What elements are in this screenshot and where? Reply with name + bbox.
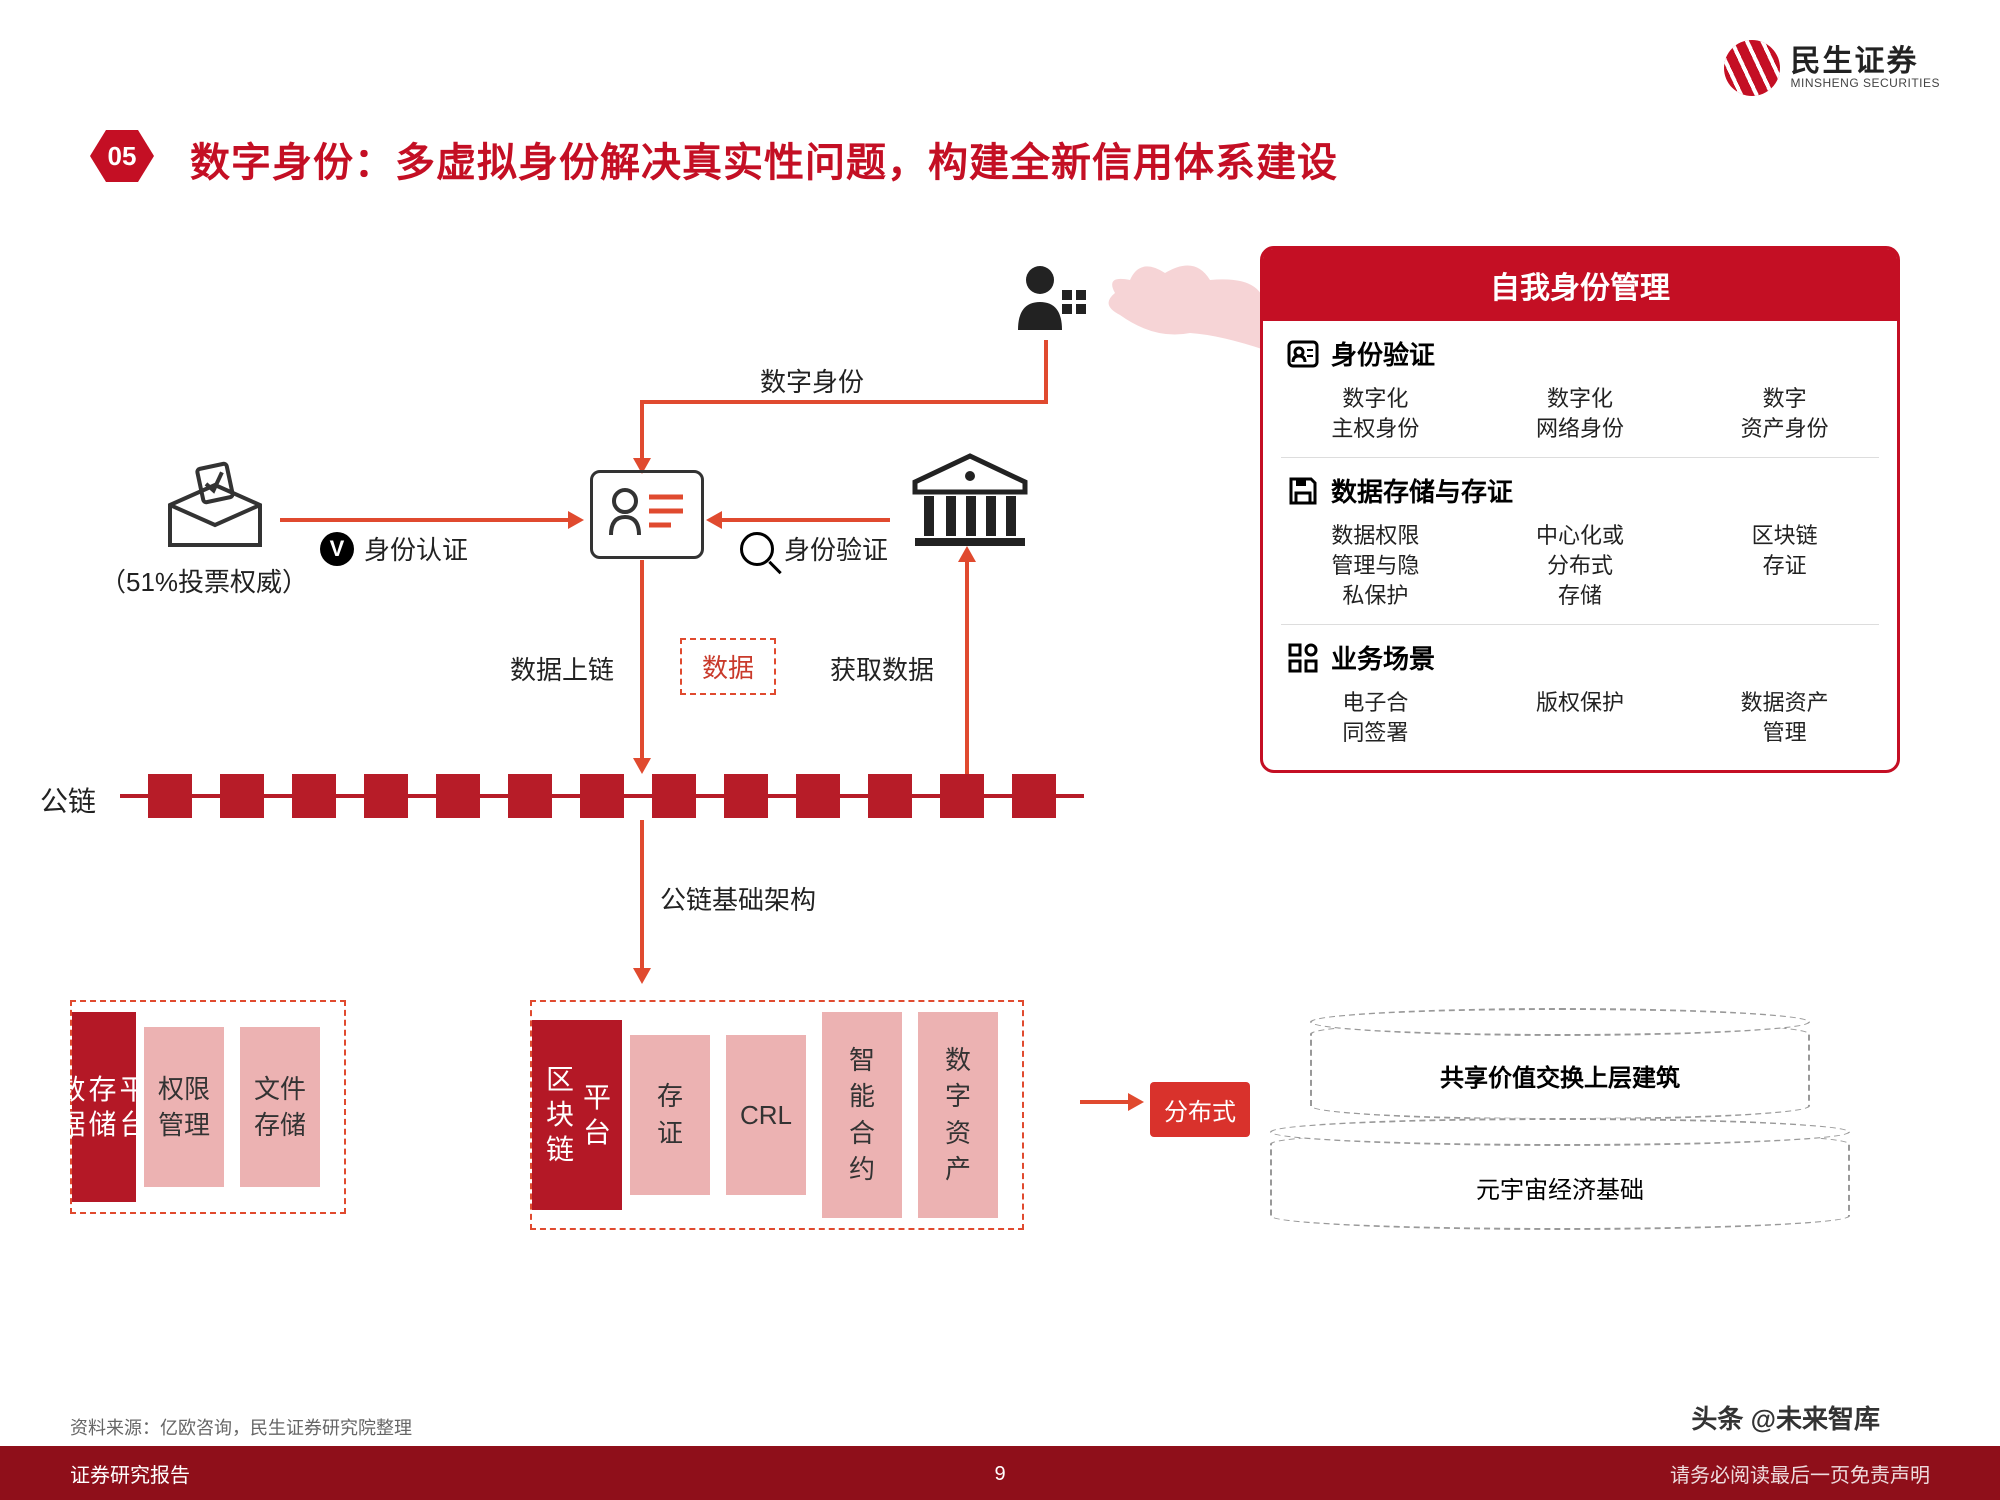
blockchain-platform: 区块链平台 存证 CRL 智能合约 数字资产: [530, 1000, 1024, 1230]
arrow-segment: [720, 518, 890, 522]
source-text: 资料来源：亿欧咨询，民生证券研究院整理: [70, 1414, 412, 1440]
label-id-verify: 身份验证: [784, 530, 888, 567]
section-storage: 数据存储与存证: [1263, 458, 1897, 515]
section-business: 业务场景: [1263, 625, 1897, 682]
cylinder-bottom: 元宇宙经济基础: [1270, 1130, 1850, 1230]
section-id-verify: 身份验证: [1263, 321, 1897, 378]
arrow-head-icon: [706, 511, 722, 529]
page-number: 9: [994, 1463, 1005, 1486]
arrow-head-icon: [633, 968, 651, 984]
page-title: 数字身份：多虚拟身份解决真实性问题，构建全新信用体系建设: [190, 130, 1338, 188]
arrow-segment: [640, 400, 1048, 404]
storage-platform: 数据存储平台 权限管理 文件存储: [70, 1000, 346, 1214]
arrow-segment: [965, 560, 969, 774]
footer-left: 证券研究报告: [70, 1459, 190, 1488]
check-badge-icon: V: [320, 532, 354, 566]
arrow-head-icon: [633, 758, 651, 774]
logo-cn: 民生证券: [1790, 47, 1940, 77]
label-data-fetch: 获取数据: [830, 650, 934, 687]
magnifier-icon: [740, 532, 774, 566]
arrow-segment: [640, 560, 644, 760]
label-vote-authority: （51%投票权威）: [100, 562, 308, 599]
panel-title: 自我身份管理: [1263, 249, 1897, 321]
arrow-head-icon: [958, 546, 976, 562]
cylinder-top: 共享价值交换上层建筑: [1310, 1020, 1810, 1120]
bank-icon: [910, 450, 1030, 555]
ballot-icon: [160, 460, 270, 555]
arrow-segment: [1044, 340, 1048, 400]
arrow-head-icon: [1128, 1093, 1144, 1111]
label-id-auth: 身份认证: [364, 530, 468, 567]
arrow-segment: [640, 400, 644, 460]
footer-right: 请务必阅读最后一页免责声明: [1670, 1459, 1930, 1488]
data-box: 数据: [680, 638, 776, 695]
id-small-icon: [1287, 338, 1319, 370]
section-number-badge: 05: [90, 130, 154, 182]
id-verify-group: 身份验证: [740, 530, 888, 567]
apps-icon: [1287, 642, 1319, 674]
id-auth-group: V 身份认证: [320, 530, 468, 567]
blockchain-chain: [120, 774, 1084, 818]
arrow-segment: [640, 820, 644, 970]
label-data: 数据: [702, 653, 754, 683]
id-card-icon: [590, 470, 704, 559]
label-public-chain: 公链: [40, 780, 96, 820]
brand-logo: 民生证券 MINSHENG SECURITIES: [1724, 40, 1940, 96]
speech-cloud-icon: [1100, 255, 1220, 345]
arrow-segment: [280, 518, 570, 522]
label-chain-arch: 公链基础架构: [660, 880, 816, 917]
self-identity-panel: 自我身份管理 身份验证 数字化主权身份 数字化网络身份 数字资产身份 数据存储与…: [1260, 246, 1900, 773]
distributed-tag: 分布式: [1150, 1082, 1250, 1137]
label-digital-identity: 数字身份: [760, 362, 864, 399]
label-data-upload: 数据上链: [510, 650, 614, 687]
logo-en: MINSHENG SECURITIES: [1790, 77, 1940, 89]
arrow-segment: [1080, 1100, 1130, 1104]
watermark: 头条 @未来智库: [1691, 1399, 1880, 1436]
logo-mark-icon: [1724, 40, 1780, 96]
person-icon: [1010, 260, 1090, 345]
arrow-head-icon: [568, 511, 584, 529]
save-icon: [1287, 475, 1319, 507]
